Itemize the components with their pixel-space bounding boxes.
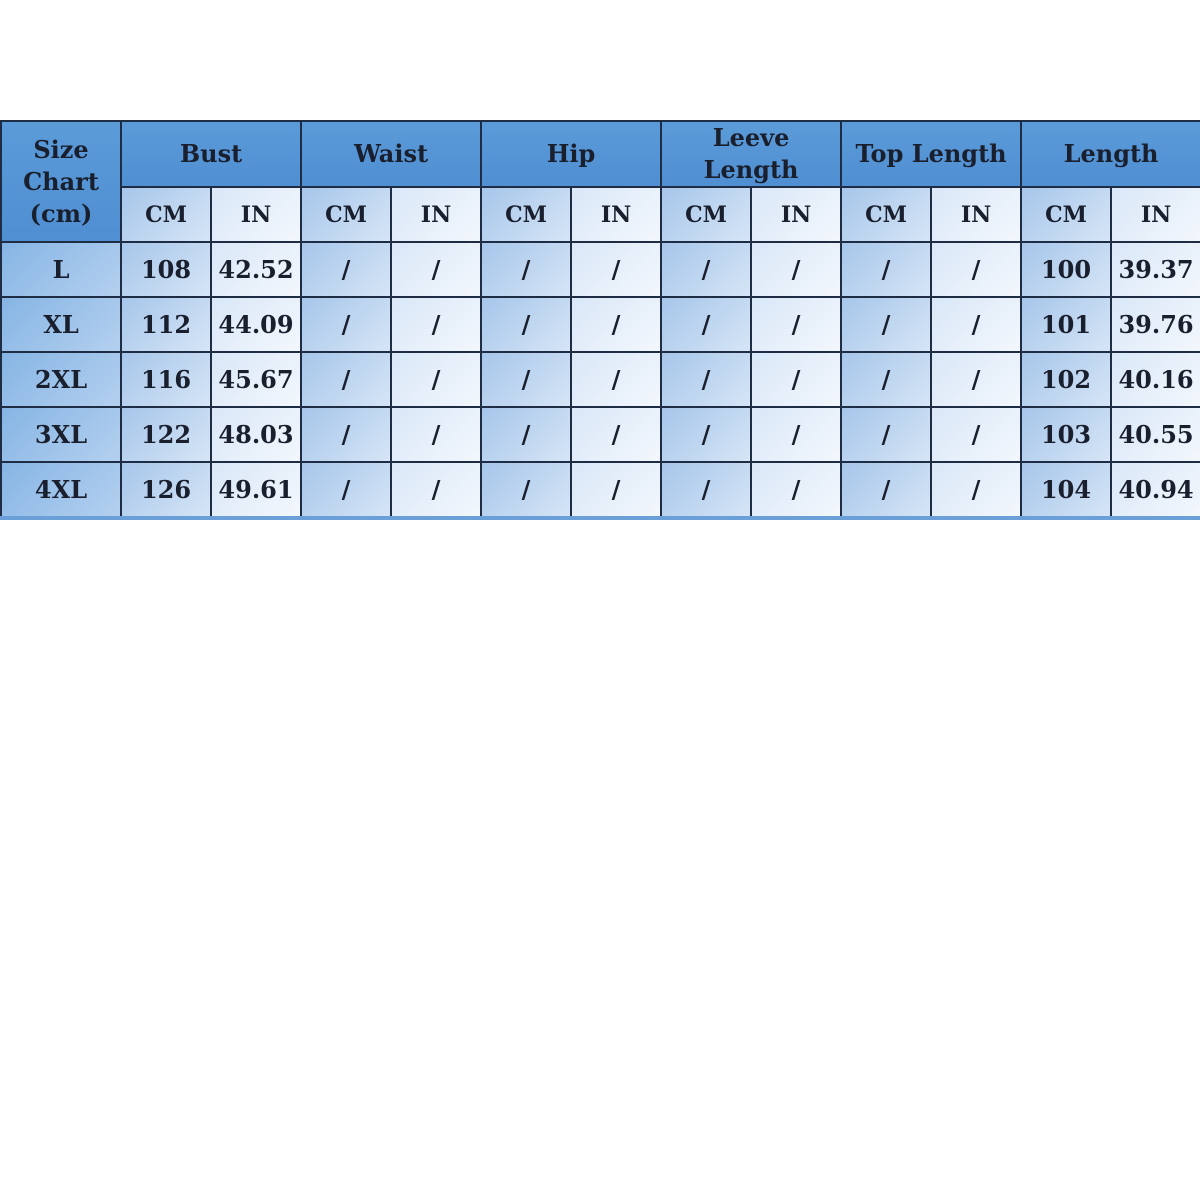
measurement-cell: 48.03 bbox=[210, 406, 302, 463]
unit-header-in: IN bbox=[210, 186, 302, 243]
measurement-cell: / bbox=[570, 241, 663, 298]
measurement-cell: / bbox=[300, 351, 392, 408]
measurement-cell: / bbox=[300, 461, 392, 519]
measurement-cell: / bbox=[480, 461, 573, 519]
measurement-cell: / bbox=[750, 461, 843, 519]
measurement-cell: / bbox=[480, 296, 573, 353]
unit-header-in: IN bbox=[570, 186, 663, 243]
measurement-cell: 39.76 bbox=[1110, 296, 1200, 353]
measurement-cell: / bbox=[389, 241, 483, 298]
column-group-header: Waist bbox=[299, 120, 483, 188]
column-group-header: Leeve Length bbox=[660, 120, 843, 188]
table-row: 3XL 122 48.03// / / / / //103 40.55 bbox=[0, 406, 1200, 463]
table-row: L 108 42.52// / / / / //100 39.37 bbox=[0, 241, 1200, 298]
measurement-cell: 42.52 bbox=[210, 241, 302, 298]
measurement-cell: 102 bbox=[1020, 351, 1113, 408]
measurement-cell: / bbox=[389, 406, 483, 463]
table-row: 4XL 126 49.61// / / / / //104 40.94 bbox=[0, 461, 1200, 519]
measurement-cell: / bbox=[300, 296, 392, 353]
measurement-cell: / bbox=[840, 461, 933, 519]
measurement-cell: 104 bbox=[1020, 461, 1113, 519]
measurement-cell: / bbox=[300, 241, 392, 298]
column-group-header: Bust bbox=[120, 120, 302, 188]
measurement-cell: / bbox=[660, 406, 753, 463]
measurement-cell: / bbox=[570, 406, 663, 463]
measurement-cell: / bbox=[750, 351, 843, 408]
measurement-cell: / bbox=[660, 461, 753, 519]
measurement-cell: / bbox=[660, 351, 753, 408]
measurement-cell: / bbox=[750, 241, 843, 298]
unit-header-cm: CM bbox=[480, 186, 573, 243]
column-group-header: Top Length bbox=[840, 120, 1023, 188]
measurement-cell: 101 bbox=[1020, 296, 1113, 353]
measurement-cell: / bbox=[930, 351, 1023, 408]
unit-header-cm: CM bbox=[660, 186, 753, 243]
table-row: 2XL 116 45.67// / / / / //102 40.16 bbox=[0, 351, 1200, 408]
unit-header-in: IN bbox=[750, 186, 843, 243]
measurement-cell: 40.16 bbox=[1110, 351, 1200, 408]
unit-header-cm: CM bbox=[1020, 186, 1113, 243]
measurement-cell: / bbox=[930, 296, 1023, 353]
size-chart-table: Size Chart (cm) Bust Waist Hip Leeve Length… bbox=[0, 120, 1200, 520]
measurement-cell: / bbox=[840, 406, 933, 463]
measurement-cell: 112 bbox=[120, 296, 212, 353]
measurement-cell: 122 bbox=[120, 406, 212, 463]
measurement-cell: / bbox=[840, 241, 933, 298]
measurement-cell: 126 bbox=[120, 461, 212, 519]
unit-header-in: IN bbox=[1110, 186, 1200, 243]
measurement-cell: 103 bbox=[1020, 406, 1113, 463]
measurement-cell: 44.09 bbox=[210, 296, 302, 353]
size-label: 3XL bbox=[0, 406, 122, 463]
measurement-cell: 108 bbox=[120, 241, 212, 298]
measurement-cell: / bbox=[570, 351, 663, 408]
measurement-cell: / bbox=[570, 461, 663, 519]
measurement-cell: / bbox=[930, 241, 1023, 298]
size-chart-corner-label: Size Chart (cm) bbox=[0, 120, 122, 243]
size-label: 4XL bbox=[0, 461, 122, 519]
measurement-cell: 100 bbox=[1020, 241, 1113, 298]
measurement-cell: / bbox=[480, 406, 573, 463]
measurement-cell: / bbox=[660, 241, 753, 298]
unit-header-cm: CM bbox=[120, 186, 212, 243]
measurement-cell: 39.37 bbox=[1110, 241, 1200, 298]
measurement-cell: 40.94 bbox=[1110, 461, 1200, 519]
measurement-cell: / bbox=[660, 296, 753, 353]
measurement-cell: / bbox=[840, 296, 933, 353]
size-label: L bbox=[0, 241, 122, 298]
size-label: 2XL bbox=[0, 351, 122, 408]
measurement-cell: / bbox=[750, 296, 843, 353]
column-group-header: Hip bbox=[480, 120, 663, 188]
unit-header-in: IN bbox=[389, 186, 483, 243]
unit-header-in: IN bbox=[930, 186, 1023, 243]
measurement-cell: / bbox=[930, 406, 1023, 463]
table-row: XL 112 44.09// / / / / //101 39.76 bbox=[0, 296, 1200, 353]
measurement-cell: / bbox=[570, 296, 663, 353]
measurement-cell: 45.67 bbox=[210, 351, 302, 408]
measurement-cell: 40.55 bbox=[1110, 406, 1200, 463]
measurement-cell: / bbox=[389, 296, 483, 353]
measurement-cell: 116 bbox=[120, 351, 212, 408]
unit-header-cm: CM bbox=[840, 186, 933, 243]
size-label: XL bbox=[0, 296, 122, 353]
unit-header-cm: CM bbox=[300, 186, 392, 243]
measurement-cell: / bbox=[480, 241, 573, 298]
measurement-cell: / bbox=[750, 406, 843, 463]
measurement-cell: / bbox=[480, 351, 573, 408]
measurement-cell: / bbox=[389, 351, 483, 408]
measurement-cell: / bbox=[840, 351, 933, 408]
measurement-cell: / bbox=[300, 406, 392, 463]
column-group-header: Length bbox=[1020, 120, 1200, 188]
measurement-cell: 49.61 bbox=[210, 461, 302, 519]
measurement-cell: / bbox=[389, 461, 483, 519]
measurement-cell: / bbox=[930, 461, 1023, 519]
